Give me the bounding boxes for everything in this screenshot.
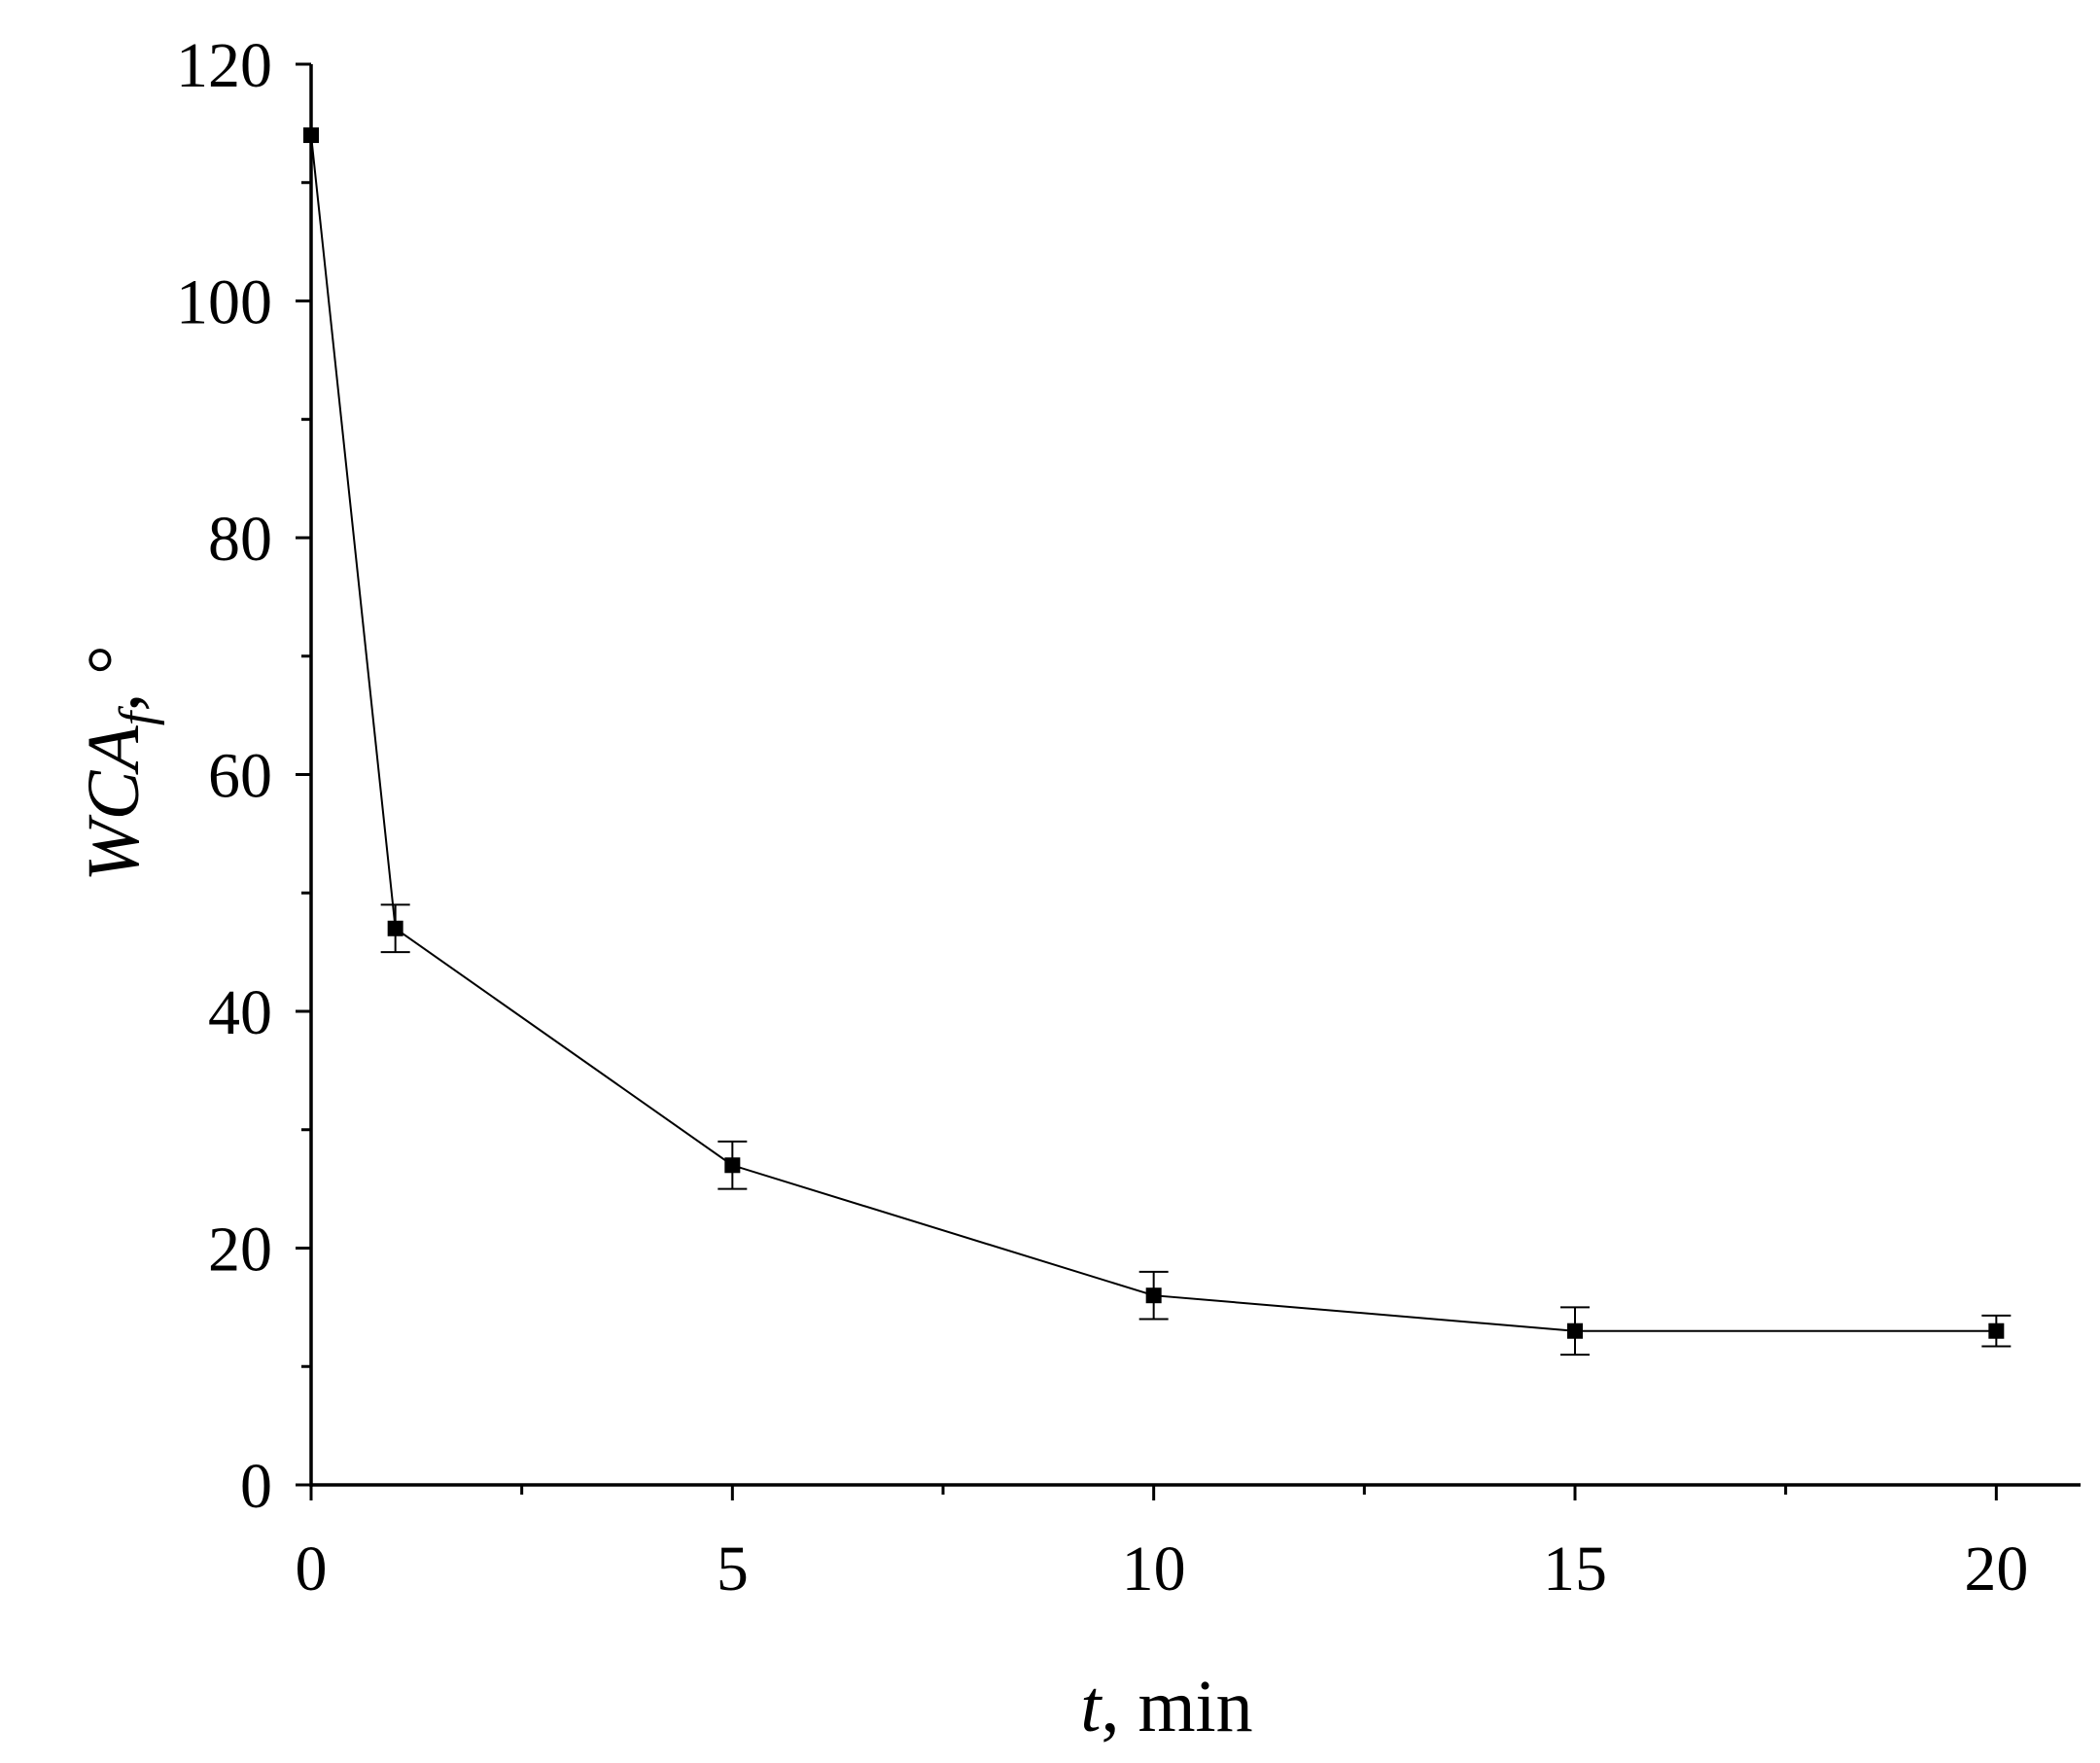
x-axis-title: t, min [1080,1666,1252,1747]
data-point [1145,1287,1162,1304]
y-tick-label: 100 [176,267,272,338]
x-tick-label: 10 [1122,1534,1186,1604]
series-line [310,134,1997,1332]
data-point [1988,1322,2005,1339]
y-tick-label: 0 [240,1451,272,1522]
x-tick-label: 15 [1543,1534,1607,1604]
y-tick-label: 40 [208,977,272,1048]
x-tick-label: 20 [1964,1534,2028,1604]
y-tick-label: 20 [208,1215,272,1286]
axes: 0 5 10 15 20 0 20 40 60 80 100 120 [176,30,2081,1604]
y-tick-label: 80 [208,504,272,575]
data-point [724,1157,741,1174]
data-point [303,127,319,144]
y-tick-label: 120 [176,30,272,101]
x-tick-label: 0 [296,1534,328,1604]
data-point [1567,1322,1583,1339]
y-tick-label: 60 [208,741,272,812]
x-tick-label: 5 [717,1534,749,1604]
series-layer [303,127,2012,1357]
data-point [387,920,403,936]
y-axis-title: WCAf, ° [73,645,165,881]
